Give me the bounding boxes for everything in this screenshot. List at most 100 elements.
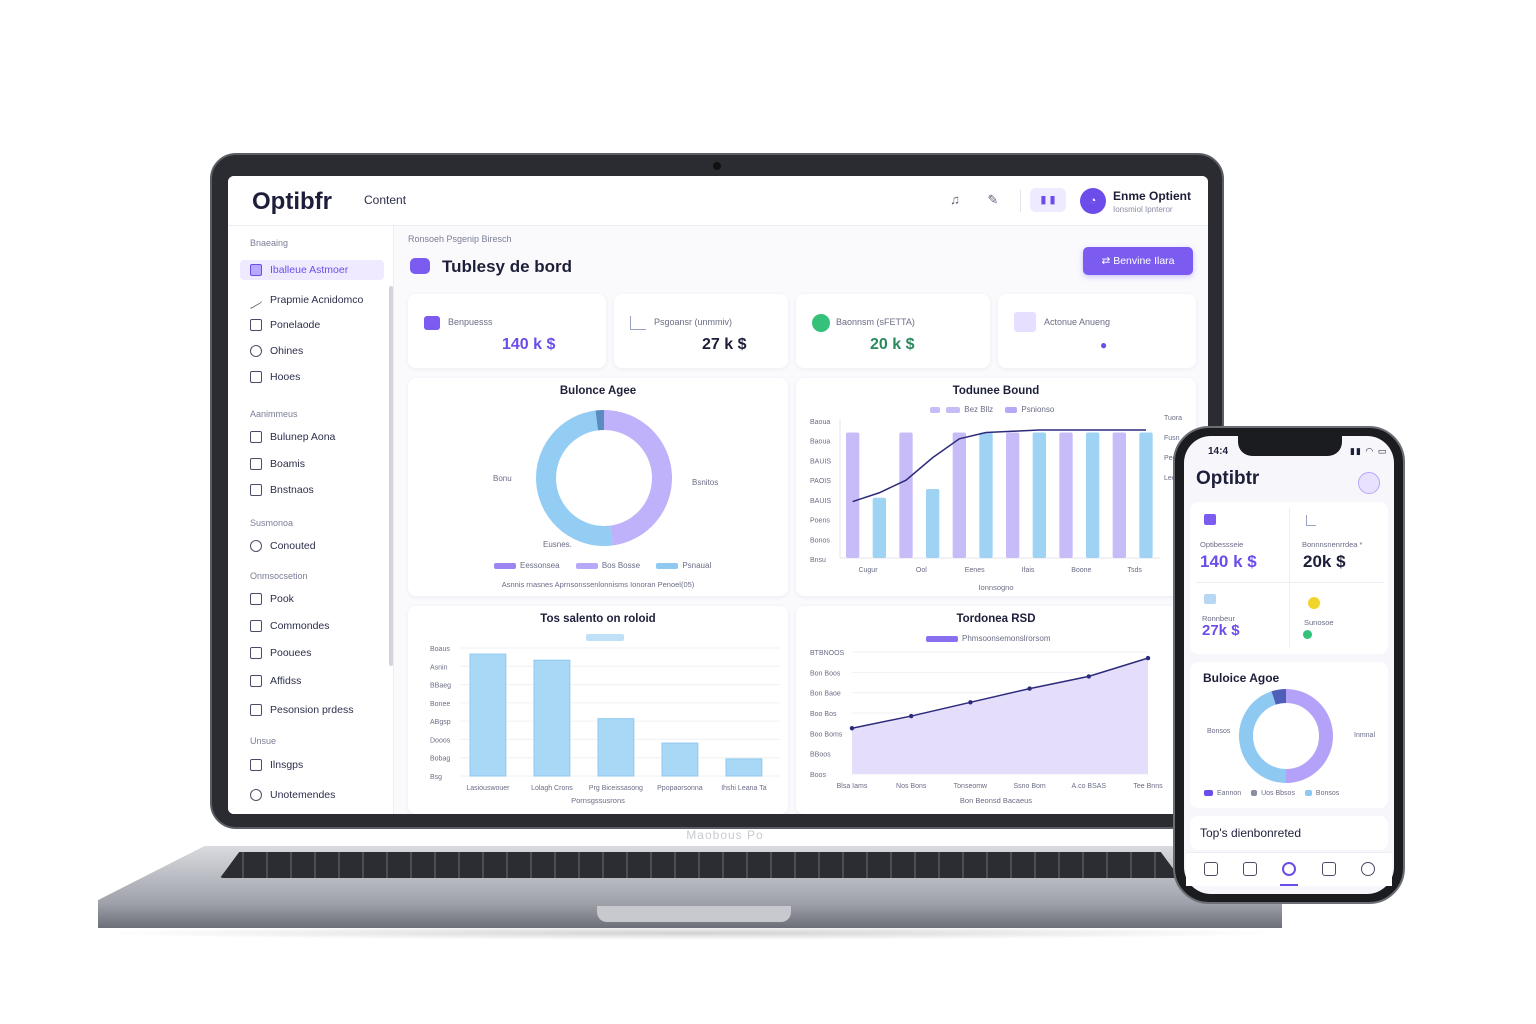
phone-donut-chart [1239, 689, 1333, 783]
y-tick-label: BBaeg [430, 683, 451, 690]
home-icon[interactable] [1204, 862, 1218, 876]
pen-icon[interactable]: ✎ [987, 192, 999, 207]
laptop-screen: Optibfr Content ♫ ✎ ▮ ▮ ◔ Enme Optient I… [228, 176, 1208, 814]
legend-swatch [656, 562, 679, 569]
phone-kpi-value[interactable]: 140 k $ [1200, 552, 1257, 571]
sidebar-item[interactable]: Ilnsgps [240, 755, 384, 775]
phone-time: 14:4 [1208, 446, 1229, 457]
sidebar-item[interactable]: Bulunep Aona [240, 427, 384, 447]
sidebar-item[interactable]: Ponelaode [240, 315, 384, 335]
axis-label: Pornsgssusrons [571, 796, 625, 805]
page-title: Tublesy de bord [442, 257, 573, 276]
bar [1032, 432, 1046, 558]
y-tick-label: Boo Boms [810, 731, 843, 738]
donut-slice [603, 410, 672, 546]
bell-icon[interactable]: ♫ [950, 192, 960, 207]
laptop-brand-label: Maobous Po [686, 828, 764, 842]
list-icon[interactable] [1243, 862, 1257, 876]
divider [1196, 582, 1384, 583]
bar [1086, 432, 1100, 558]
sidebar-item[interactable]: Pook [240, 589, 384, 609]
x-tick-label: Lasiouswouer [466, 785, 510, 792]
sidebar-item[interactable]: Affidss [240, 671, 384, 691]
laptop-keyboard [220, 852, 1180, 878]
y-tick-label: Boaus [430, 646, 450, 653]
data-point [1145, 655, 1151, 661]
sidebar-scrollbar[interactable] [389, 286, 393, 666]
sidebar-item[interactable]: Conouted [240, 536, 384, 556]
legend-label: Psnaual [682, 561, 712, 570]
y-tick-label: Lees [1164, 475, 1180, 482]
legend-label: Eannon [1217, 790, 1242, 797]
kpi-card[interactable]: Baonnsm (sFETTA) 20 k $ [796, 294, 990, 368]
sidebar-item[interactable]: Commondes [240, 616, 384, 636]
phone-avatar[interactable] [1358, 472, 1380, 494]
y-tick-label: Bon Baoe [810, 691, 841, 698]
y-tick-label: Boos [810, 772, 826, 779]
sidebar-section-title: Onmsocsetion [250, 571, 308, 581]
user-name[interactable]: Enme Optient [1113, 189, 1192, 203]
sidebar-item[interactable]: Bnstnaos [240, 480, 384, 500]
app-logo[interactable]: Optibfr [252, 188, 332, 215]
layout-toggle-icon[interactable]: ▮ ▮ [1030, 188, 1066, 212]
breadcrumb[interactable]: Ronsoeh Psgenip Biresch [408, 234, 512, 244]
sidebar-item[interactable]: Boamis [240, 454, 384, 474]
y-tick-label: Fusn [1164, 435, 1180, 442]
sidebar-item[interactable]: Ohines [240, 341, 384, 361]
phone-app-logo[interactable]: Optibtr [1196, 468, 1260, 489]
compass-icon[interactable] [1282, 862, 1296, 876]
bar [661, 742, 699, 777]
area-chart-panel: Tordonea RSD Phmsoonsemonslrorsom BTBNOO… [796, 606, 1196, 814]
kpi-card[interactable]: Psgoansr (unmmiv) 27 k $ [614, 294, 788, 368]
kpi-card[interactable]: Actonue Anueng ● [998, 294, 1196, 368]
data-point [849, 726, 855, 731]
sidebar-item[interactable]: Pesonsion prdess [240, 700, 384, 720]
sidebar-item[interactable]: Hooes [240, 367, 384, 387]
sidebar-item[interactable]: Unotemendes [240, 785, 384, 805]
sidebar-item[interactable]: Poouees [240, 643, 384, 663]
phone-kpi-label: Bonnnsnenrrdea * [1302, 540, 1363, 549]
kpi-card[interactable]: Benpuesss 140 k $ [408, 294, 606, 368]
y-tick-label: Pee [1164, 455, 1177, 462]
sidebar-item[interactable]: Prapmie Acnidomco [240, 290, 384, 310]
refresh-icon[interactable] [1361, 862, 1375, 876]
phone-donut-card [1190, 662, 1388, 808]
data-point [968, 700, 973, 705]
chart-legend: Phmsoonsemonslrorsom [926, 634, 1050, 643]
kpi-value: 27 k $ [702, 336, 747, 353]
legend-label: Bez Bllz [964, 405, 994, 414]
axis-label: Bon Beonsd Bacaeus [959, 796, 1033, 805]
chart-title: Todunee Bound [952, 385, 1040, 397]
primary-action-button[interactable]: ⇄ Benvine Ilara [1083, 247, 1193, 275]
y-tick-label: Bon Boos [810, 670, 841, 677]
bar [926, 489, 940, 558]
x-tick-label: Cugur [858, 567, 878, 574]
nav-content[interactable]: Content [364, 193, 407, 207]
bar [1112, 432, 1126, 558]
phone-kpi-value[interactable]: 27k $ [1202, 622, 1240, 639]
refresh-icon: ● [1100, 338, 1108, 352]
bar [533, 659, 571, 777]
x-tick-label: Tsds [1127, 567, 1142, 574]
bar-chart: Boaus Asnin BBaeg Bonee ABgsp Dooos Bobag Bsg La… [430, 646, 780, 792]
slice-label: Inmnal [1354, 732, 1376, 739]
x-tick-label: Ssno Bom [1013, 783, 1045, 790]
series-line [851, 657, 1149, 729]
gear-icon [250, 540, 262, 552]
sidebar-item[interactable]: Iballeue Astmoer [240, 260, 384, 280]
settings-icon [250, 759, 262, 771]
series-line [852, 429, 1146, 503]
divider [1020, 190, 1021, 212]
chat-icon[interactable] [1322, 862, 1336, 876]
combo-chart: Baoua Baoua BAUIS PAOIS BAUIS Poens Bonos Bnsu T… [810, 415, 1182, 574]
phone-section-title[interactable]: Top's dienbonreted [1200, 826, 1302, 840]
phone-kpi-value[interactable]: 20k $ [1303, 552, 1346, 571]
donut-chart-panel: Bulonce Agee Bonu Bsnitos Eusnes. Eesson… [408, 378, 788, 596]
legend-swatch [926, 635, 958, 642]
avatar[interactable]: ◔ [1080, 188, 1106, 214]
data-point [1027, 686, 1032, 691]
laptop-camera [713, 162, 721, 170]
kpi-label: Baonnsm (sFETTA) [836, 317, 915, 327]
signal-icon: ▮▮ ◠ ▭ [1350, 446, 1388, 456]
bar [1059, 432, 1073, 558]
